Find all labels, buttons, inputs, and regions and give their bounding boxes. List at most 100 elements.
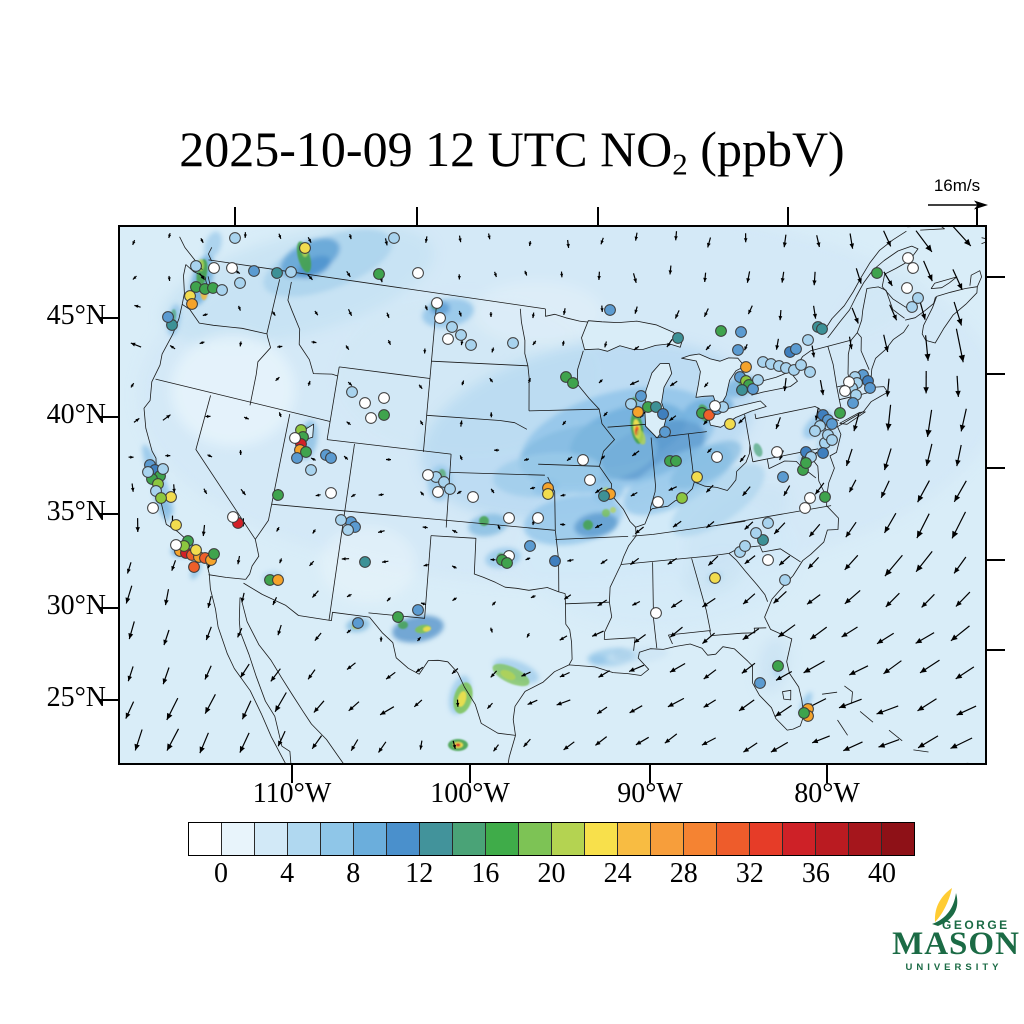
wind-arrow-head xyxy=(920,667,927,673)
wind-arrow-head xyxy=(458,238,462,243)
station-observation-dot xyxy=(834,407,846,419)
wind-arrow-head xyxy=(775,711,782,717)
station-observation-dot xyxy=(142,466,154,478)
wind-arrow-head xyxy=(521,672,526,677)
wind-arrow-head xyxy=(918,742,925,748)
title-units: (ppbV) xyxy=(687,121,845,177)
wind-arrow-head xyxy=(452,669,456,674)
wind-arrow-head xyxy=(742,634,749,640)
wind-arrow-head xyxy=(921,313,926,320)
station-observation-dot xyxy=(709,400,721,412)
wind-arrow-head xyxy=(803,667,811,673)
wind-arrow-head xyxy=(493,747,498,752)
station-observation-dot xyxy=(691,471,703,483)
gmu-logo-george: GEORGE xyxy=(942,918,1010,932)
station-observation-dot xyxy=(799,502,811,514)
wind-arrow-head xyxy=(489,628,493,633)
no2-plume xyxy=(608,646,668,664)
wind-arrow-head xyxy=(277,630,282,636)
coastline-border-path xyxy=(792,286,905,373)
colorbar-tick-label: 4 xyxy=(280,858,295,889)
wind-arrow-head xyxy=(778,315,783,321)
wind-arrow-head xyxy=(490,558,494,562)
wind-arrow-head xyxy=(315,493,320,497)
wind-arrow-head xyxy=(884,568,892,577)
colorbar-cell xyxy=(420,823,453,855)
station-observation-dot xyxy=(444,483,456,495)
station-observation-dot xyxy=(902,252,914,264)
coastline-border-path xyxy=(635,445,751,528)
wind-arrow-head xyxy=(456,702,460,707)
colorbar-tick-label: 32 xyxy=(735,858,764,889)
station-observation-dot xyxy=(625,398,637,410)
wind-arrow-head xyxy=(556,701,562,706)
station-observation-dot xyxy=(442,333,454,345)
wind-arrow-head xyxy=(239,451,243,455)
station-observation-dot xyxy=(577,454,589,466)
station-observation-dot xyxy=(652,496,664,508)
wind-arrow-head xyxy=(744,346,748,351)
no2-plume xyxy=(493,452,603,498)
wind-arrow-head xyxy=(241,597,245,603)
station-observation-dot xyxy=(190,544,202,556)
wind-arrow-head xyxy=(633,278,637,283)
lon-tick-label: 90°W xyxy=(617,778,683,809)
lon-tick-top xyxy=(234,207,236,225)
wind-arrow-head xyxy=(884,346,889,352)
coastline-border-path xyxy=(555,536,629,540)
coastline-border-path xyxy=(827,245,919,339)
wind-arrow-head xyxy=(702,602,708,607)
lat-tick-right xyxy=(987,467,1005,469)
coastline-border-path xyxy=(839,392,868,401)
station-observation-dot xyxy=(549,555,561,567)
wind-arrow-head xyxy=(810,633,817,640)
wind-arrow-head xyxy=(600,240,604,245)
wind-arrow-head xyxy=(162,678,168,685)
station-observation-dot xyxy=(378,409,390,421)
station-observation-dot xyxy=(465,339,477,351)
wind-arrow-head xyxy=(414,702,419,707)
wind-arrow-head xyxy=(312,593,317,598)
wind-arrow-head xyxy=(667,560,673,565)
wind-arrow-head xyxy=(743,238,748,243)
wind-arrow-head xyxy=(927,274,933,282)
no2-plume xyxy=(500,670,516,680)
colorbar-tick-label: 28 xyxy=(669,858,698,889)
wind-arrow-head xyxy=(348,706,354,711)
wind-arrow-head xyxy=(925,244,932,252)
wind-arrow-head xyxy=(812,738,819,744)
wind-arrow-head xyxy=(950,743,958,749)
wind-arrow-head xyxy=(559,636,564,641)
wind-arrow-head xyxy=(703,674,710,679)
wind-arrow-head xyxy=(127,568,131,574)
wind-arrow-head xyxy=(957,283,963,290)
station-observation-dot xyxy=(819,491,831,503)
wind-arrow-head xyxy=(849,669,856,675)
station-observation-dot xyxy=(446,321,458,333)
wind-arrow-head xyxy=(743,599,749,605)
title-text: 2025-10-09 12 UTC NO xyxy=(179,121,673,177)
wind-arrow-head xyxy=(276,527,280,532)
wind-arrow-head xyxy=(420,491,424,496)
station-observation-dot xyxy=(839,385,851,397)
no2-plume xyxy=(590,655,606,665)
station-observation-dot xyxy=(503,512,515,524)
wind-arrow-head xyxy=(308,674,313,680)
wind-arrow-head xyxy=(632,452,637,456)
wind-vector-layer xyxy=(125,226,977,754)
wind-arrow-head xyxy=(743,747,750,753)
wind-arrow-head xyxy=(278,235,282,239)
station-observation-dot xyxy=(635,390,647,402)
wind-arrow-head xyxy=(783,490,788,496)
wind-arrow-head xyxy=(167,743,173,751)
wind-arrow-head xyxy=(166,414,171,419)
wind-arrow-head xyxy=(811,352,816,358)
coastline-border-path xyxy=(155,378,331,422)
station-observation-dot xyxy=(604,304,616,316)
wind-arrow-head xyxy=(885,423,892,431)
no2-plume xyxy=(686,483,790,567)
coastline-border-path xyxy=(668,627,767,636)
station-observation-dot xyxy=(826,418,838,430)
station-observation-dot xyxy=(162,311,174,323)
wind-arrow-head xyxy=(423,563,428,567)
